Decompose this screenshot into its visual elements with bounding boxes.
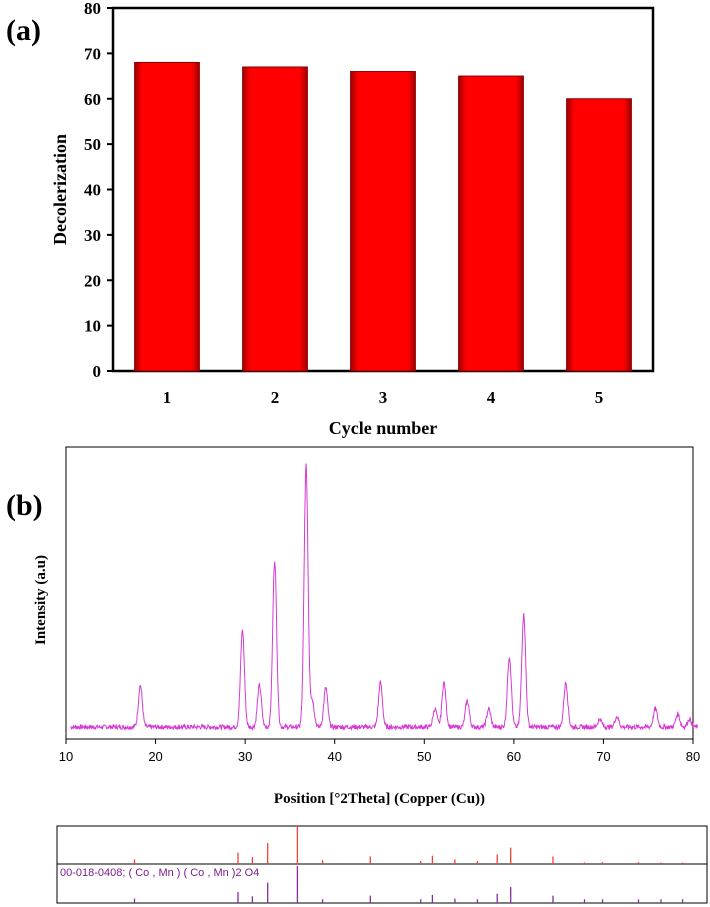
y-tick-label: 0 xyxy=(93,362,102,381)
y-tick-label: 60 xyxy=(84,90,101,109)
measured-sticks xyxy=(133,826,684,864)
bar-chart-bars xyxy=(134,61,632,372)
x-tick-label: 5 xyxy=(595,388,604,407)
bar-chart-y-ticks: 0 10 20 30 40 50 60 70 80 xyxy=(84,0,113,381)
xrd-x-tick-label: 60 xyxy=(507,749,521,764)
y-tick-label: 30 xyxy=(84,226,101,245)
y-tick-label: 10 xyxy=(84,317,101,336)
y-tick-label: 20 xyxy=(84,271,101,290)
bar-1 xyxy=(134,61,200,372)
reference-card-label: 00-018-0408; ( Co , Mn ) ( Co , Mn )2 O4 xyxy=(60,867,259,879)
panel-a-label: (a) xyxy=(6,14,41,47)
y-tick-label: 50 xyxy=(84,135,101,154)
bar-chart-x-ticks: 1 2 3 4 5 xyxy=(163,388,604,407)
x-tick-label: 2 xyxy=(271,388,280,407)
bar-chart-x-axis-title: Cycle number xyxy=(329,418,437,438)
xrd-x-tick-label: 80 xyxy=(686,749,700,764)
xrd-chart-frame xyxy=(65,446,694,740)
reference-sticks xyxy=(133,866,684,903)
y-tick-label: 40 xyxy=(84,181,101,200)
xrd-pattern-line xyxy=(70,463,698,732)
bar-chart: 0 10 20 30 40 50 60 70 80 1 2 3 4 5 Cycle number Dec… xyxy=(50,0,655,438)
xrd-x-tick-label: 30 xyxy=(238,749,252,764)
panel-b-label: (b) xyxy=(6,489,43,522)
bar-2 xyxy=(242,66,308,372)
x-tick-label: 3 xyxy=(379,388,388,407)
x-tick-label: 1 xyxy=(163,388,172,407)
xrd-x-tick-label: 20 xyxy=(148,749,162,764)
bar-chart-y-axis-title: Decolerization xyxy=(50,134,70,245)
xrd-x-axis-title: Position [°2Theta] (Copper (Cu)) xyxy=(274,791,485,807)
xrd-x-tick-label: 40 xyxy=(327,749,341,764)
xrd-y-axis-title: Intensity (a.u) xyxy=(33,555,49,645)
bar-4 xyxy=(458,75,524,372)
bar-5 xyxy=(566,98,632,372)
xrd-x-tick-label: 10 xyxy=(59,749,73,764)
x-tick-label: 4 xyxy=(487,388,496,407)
bar-3 xyxy=(350,71,416,372)
reference-pattern: 00-018-0408; ( Co , Mn ) ( Co , Mn )2 O4 xyxy=(56,825,708,904)
xrd-chart: 10 20 30 40 50 60 70 80 Position [°2Theta] (Cop… xyxy=(33,446,700,807)
y-tick-label: 80 xyxy=(84,0,101,18)
y-tick-label: 70 xyxy=(84,44,101,63)
xrd-x-tick-label: 50 xyxy=(417,749,431,764)
xrd-x-tick-label: 70 xyxy=(596,749,610,764)
xrd-x-ticks: 10 20 30 40 50 60 70 80 xyxy=(59,739,700,764)
